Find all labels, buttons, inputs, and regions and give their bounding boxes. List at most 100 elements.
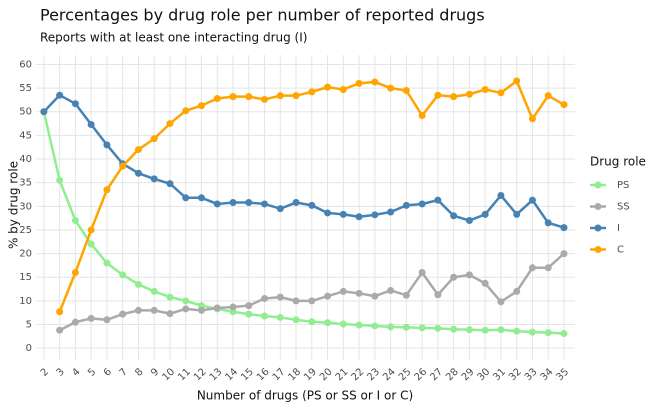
- data-point: [87, 240, 95, 248]
- data-point: [465, 271, 473, 279]
- data-point: [134, 169, 142, 177]
- y-tick-label: 60: [19, 59, 32, 70]
- data-point: [56, 308, 64, 316]
- data-point: [450, 93, 458, 101]
- legend-swatch: [594, 203, 602, 210]
- legend-label: SS: [617, 202, 630, 213]
- data-point: [40, 108, 48, 116]
- data-point: [371, 322, 379, 330]
- data-point: [56, 91, 64, 99]
- y-axis-label: % by drug role: [7, 161, 21, 249]
- data-point: [103, 316, 111, 324]
- data-point: [371, 292, 379, 300]
- data-point: [229, 199, 237, 207]
- x-tick-label: 14: [223, 366, 240, 383]
- x-tick-label: 33: [523, 366, 540, 383]
- data-point: [387, 208, 395, 216]
- x-tick-label: 8: [133, 366, 145, 378]
- x-tick-label: 22: [350, 366, 367, 383]
- x-tick-label: 21: [334, 366, 351, 383]
- x-tick-label: 34: [539, 366, 556, 383]
- x-tick-label: 5: [86, 366, 98, 378]
- data-point: [119, 162, 127, 170]
- data-point: [418, 112, 426, 120]
- data-point: [308, 297, 316, 305]
- data-point: [497, 298, 505, 306]
- data-point: [292, 316, 300, 324]
- data-point: [355, 289, 363, 297]
- x-tick-label: 30: [476, 366, 493, 383]
- y-tick-label: 45: [19, 130, 32, 141]
- data-point: [481, 326, 489, 334]
- x-tick-label: 15: [239, 366, 256, 383]
- x-tick-label: 10: [160, 366, 177, 383]
- data-point: [150, 306, 158, 314]
- data-point: [134, 306, 142, 314]
- data-point: [213, 304, 221, 312]
- data-point: [182, 194, 190, 202]
- x-tick-label: 28: [444, 366, 461, 383]
- legend-label: I: [617, 223, 620, 234]
- data-point: [418, 269, 426, 277]
- x-tick-label: 16: [255, 366, 272, 383]
- data-point: [56, 326, 64, 334]
- x-tick-label: 23: [365, 366, 382, 383]
- data-point: [276, 92, 284, 100]
- y-tick-label: 10: [19, 296, 32, 307]
- chart-subtitle: Reports with at least one interacting dr…: [40, 31, 307, 45]
- data-point: [371, 78, 379, 86]
- data-point: [544, 264, 552, 272]
- data-point: [528, 115, 536, 123]
- data-point: [497, 89, 505, 97]
- x-tick-label: 7: [118, 366, 130, 378]
- data-point: [324, 319, 332, 327]
- data-point: [261, 312, 269, 320]
- data-point: [387, 323, 395, 331]
- data-point: [71, 318, 79, 326]
- data-point: [261, 200, 269, 208]
- data-point: [418, 200, 426, 208]
- data-point: [402, 201, 410, 209]
- data-point: [465, 90, 473, 98]
- data-point: [434, 91, 442, 99]
- data-point: [355, 79, 363, 87]
- data-point: [166, 120, 174, 128]
- data-point: [308, 201, 316, 209]
- data-point: [513, 287, 521, 295]
- x-tick-label: 32: [507, 366, 524, 383]
- legend-title: Drug role: [590, 155, 646, 169]
- data-point: [513, 210, 521, 218]
- x-tick-label: 24: [381, 366, 398, 383]
- data-point: [560, 224, 568, 232]
- x-tick-label: 18: [287, 366, 304, 383]
- data-point: [355, 213, 363, 221]
- x-tick-label: 31: [491, 366, 508, 383]
- data-point: [308, 88, 316, 96]
- data-point: [229, 93, 237, 101]
- x-axis-label: Number of drugs (PS or SS or I or C): [197, 389, 413, 403]
- y-tick-label: 30: [19, 201, 32, 212]
- data-point: [276, 313, 284, 321]
- data-point: [324, 83, 332, 91]
- data-point: [197, 194, 205, 202]
- x-tick-label: 2: [39, 366, 51, 378]
- data-point: [434, 291, 442, 299]
- data-point: [324, 292, 332, 300]
- data-point: [245, 93, 253, 101]
- x-tick-label: 12: [192, 366, 209, 383]
- y-tick-label: 15: [19, 272, 32, 283]
- data-point: [355, 321, 363, 329]
- data-point: [292, 199, 300, 207]
- data-point: [261, 95, 269, 103]
- series-line: [42, 111, 565, 335]
- data-point: [150, 287, 158, 295]
- series-line: [42, 93, 565, 229]
- data-point: [182, 297, 190, 305]
- data-point: [119, 271, 127, 279]
- data-point: [402, 86, 410, 94]
- data-point: [87, 314, 95, 322]
- data-point: [371, 211, 379, 219]
- legend-label: C: [617, 245, 624, 256]
- x-tick-label: 6: [102, 366, 114, 378]
